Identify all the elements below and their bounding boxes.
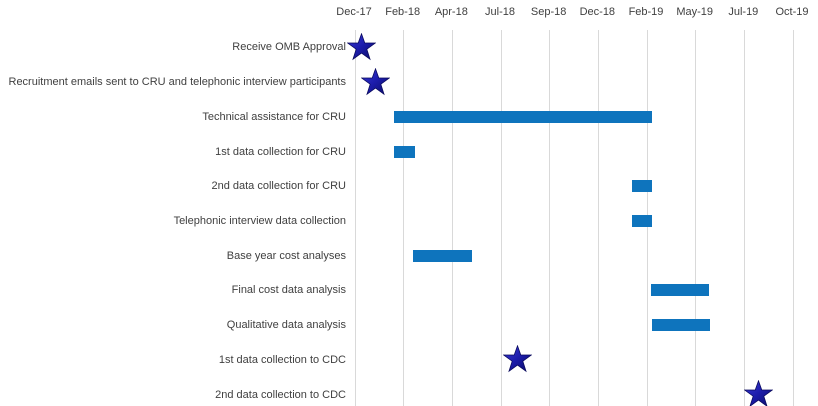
- gridline: [597, 30, 599, 406]
- axis-tick-label: Dec-18: [579, 6, 616, 18]
- axis-tick-label: Dec-17: [336, 6, 372, 18]
- milestone-star-icon: [360, 67, 390, 97]
- task-label: Recruitment emails sent to CRU and telep…: [8, 76, 347, 89]
- task-label: Base year cost analyses: [226, 249, 346, 262]
- task-label: Receive OMB Approval: [232, 41, 346, 54]
- gantt-bar: [394, 145, 415, 158]
- task-label: 2nd data collection to CDC: [215, 388, 346, 401]
- gantt-bar: [413, 249, 472, 262]
- axis-tick-label: Feb-19: [628, 6, 664, 18]
- task-label: 1st data collection for CRU: [215, 145, 346, 158]
- gridline: [500, 30, 502, 406]
- gantt-bar: [631, 215, 652, 227]
- axis-tick-label: May-19: [676, 6, 713, 18]
- task-label: Qualitative data analysis: [226, 319, 346, 332]
- milestone-star-icon: [503, 345, 532, 374]
- task-label: Technical assistance for CRU: [202, 110, 346, 123]
- gridline: [549, 30, 551, 406]
- task-label: 1st data collection to CDC: [218, 353, 346, 366]
- milestone-star-icon: [744, 380, 773, 406]
- task-label: 2nd data collection for CRU: [211, 180, 346, 193]
- gridline: [451, 30, 453, 406]
- task-label: Final cost data analysis: [231, 284, 346, 297]
- gridline: [695, 30, 697, 406]
- axis-tick-label: Sep-18: [530, 6, 567, 18]
- axis-tick-label: Jul-19: [728, 6, 759, 18]
- axis-tick-label: Apr-18: [434, 6, 468, 18]
- gantt-bar: [394, 110, 652, 123]
- axis-tick-label: Oct-19: [775, 6, 809, 18]
- task-label: Telephonic interview data collection: [173, 215, 346, 227]
- gantt-bar: [651, 284, 709, 297]
- gantt-bar: [631, 180, 652, 193]
- gridline: [792, 30, 794, 406]
- gridline: [743, 30, 745, 406]
- milestone-star-icon: [347, 33, 376, 62]
- gridline: [403, 30, 405, 406]
- gantt-bar: [651, 319, 710, 332]
- axis-tick-label: Feb-18: [385, 6, 421, 18]
- axis-tick-label: Jul-18: [485, 6, 515, 18]
- gridline: [354, 30, 356, 406]
